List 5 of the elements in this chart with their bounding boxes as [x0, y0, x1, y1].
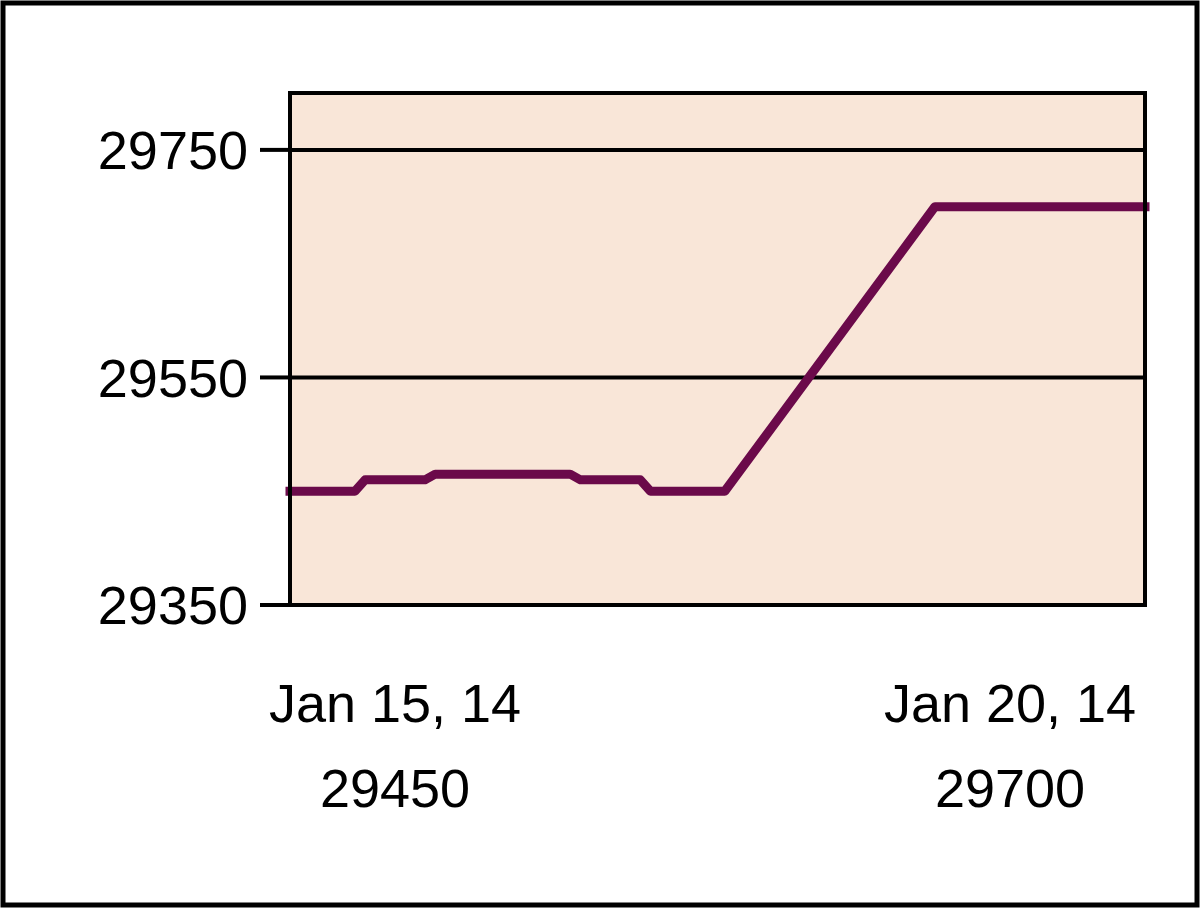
- y-tick-label: 29550: [97, 347, 248, 408]
- x-tick-label: Jan 20, 14 29700: [883, 673, 1137, 818]
- y-tick-label: 29350: [97, 575, 248, 636]
- x-tick-label: Jan 15, 14 29450: [268, 673, 522, 818]
- y-tick-label: 29750: [97, 120, 248, 181]
